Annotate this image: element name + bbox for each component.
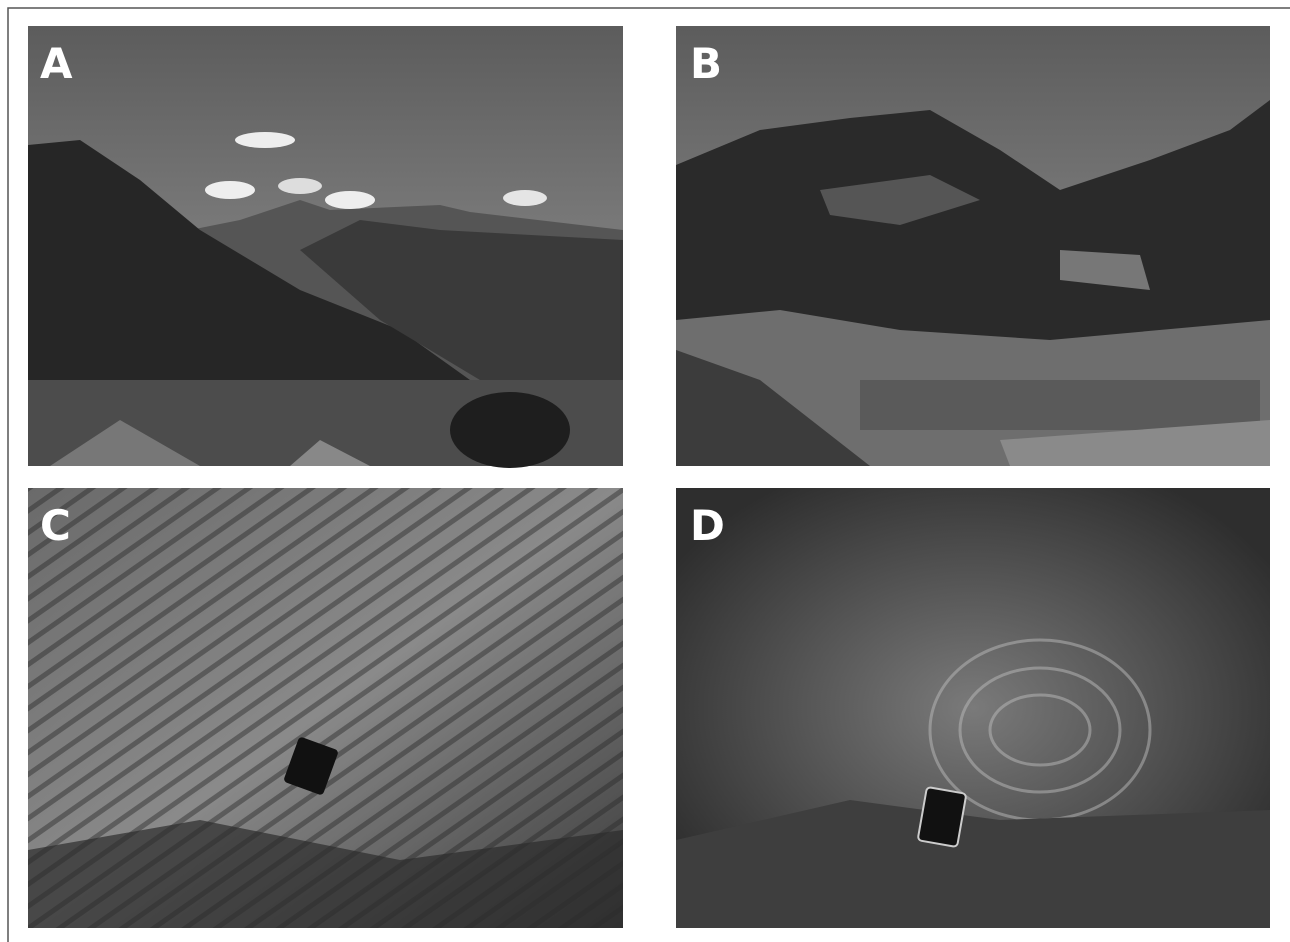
figure: A B C D [0, 0, 1290, 942]
panel-label: B [690, 39, 722, 88]
photo-b: B [676, 26, 1270, 466]
photo-d: D [676, 488, 1270, 928]
panel-label: D [690, 501, 725, 550]
phone-scale [918, 787, 967, 847]
photo-c: C [28, 488, 623, 928]
photo-a: A [28, 26, 623, 468]
panel-label: C [40, 501, 71, 550]
panel-label: A [40, 39, 73, 88]
